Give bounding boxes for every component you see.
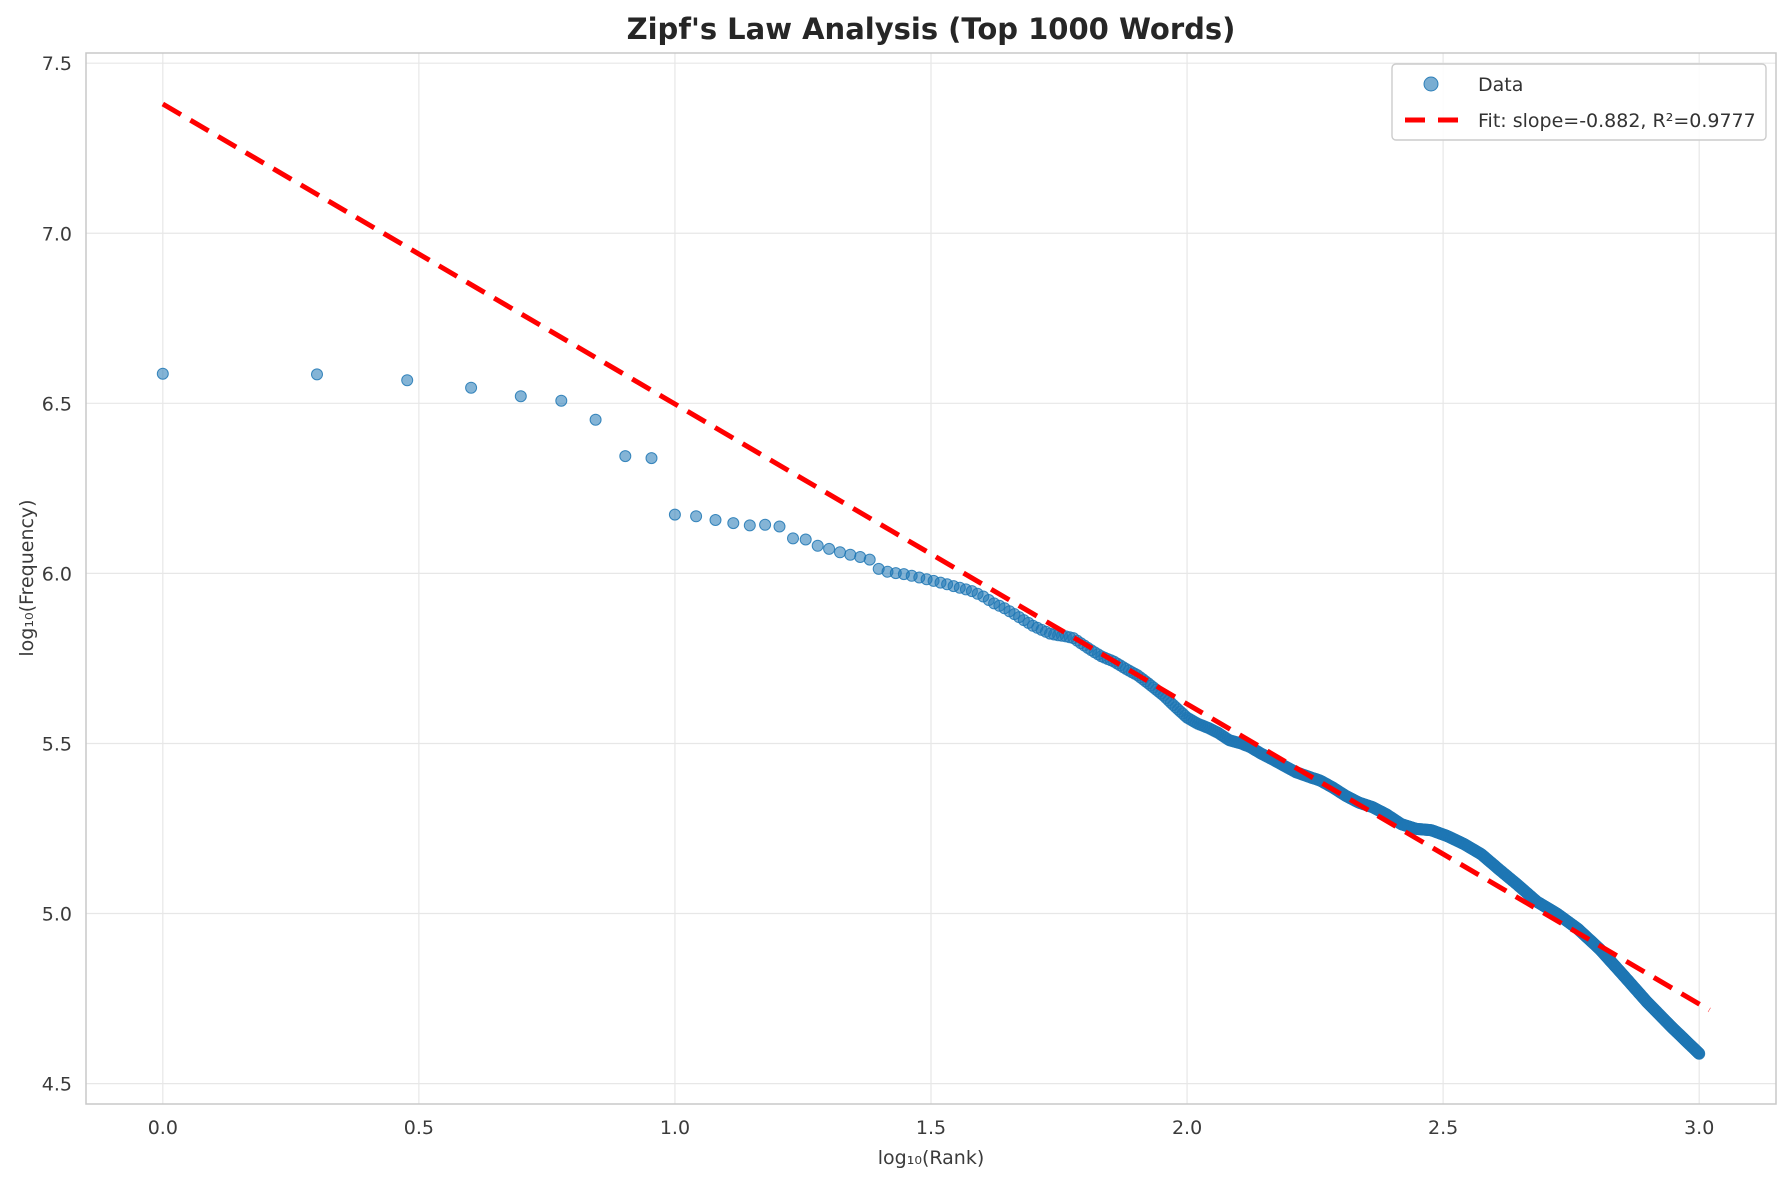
data-point [773,520,786,533]
gridlines [86,53,1776,1104]
data-point [311,368,323,381]
data-point [823,542,836,555]
y-tick-label: 5.0 [42,904,72,926]
y-tick-label: 6.5 [42,393,72,415]
x-tick-label: 0.0 [148,1117,178,1139]
x-tick-label: 0.5 [404,1117,434,1139]
legend-label-fit: Fit: slope=-0.882, R²=0.9777 [1478,110,1756,132]
legend-data-marker-icon [1423,76,1439,92]
legend-label-data: Data [1478,74,1523,96]
data-point [743,519,756,532]
data-point [834,546,846,559]
x-tick-label: 1.0 [660,1117,690,1139]
fit-line-layer [161,101,1711,1013]
y-tick-label: 7.5 [42,53,72,75]
y-tick-label: 6.0 [42,563,72,585]
x-axis-label: log₁₀(Rank) [878,1147,985,1169]
x-tick-label: 1.5 [916,1117,946,1139]
legend-box [1391,63,1767,141]
scatter-series [156,367,1706,1060]
data-point [555,394,568,407]
data-point [668,508,681,521]
data-point [514,390,527,403]
y-tick-label: 4.5 [42,1074,72,1096]
x-tick-label: 2.0 [1172,1117,1202,1139]
data-point [589,413,602,426]
x-tick-label: 3.0 [1684,1117,1714,1139]
tick-labels: 0.0 0.5 1.0 1.5 2.0 2.5 3.0 4.5 5.0 5.5 6.0 6.5 7.0 7… [42,53,1715,1139]
y-axis-label: log₁₀(Frequency) [16,499,38,656]
data-point [645,452,658,465]
data-point [811,539,824,552]
data-point [759,518,772,531]
data-point [727,517,740,530]
data-point [401,374,414,387]
y-tick-label: 5.5 [42,733,72,755]
data-point [156,367,169,380]
data-point [1693,1047,1706,1060]
data-point [863,553,876,566]
fit-line [161,101,1711,1013]
chart-title: Zipf's Law Analysis (Top 1000 Words) [627,12,1236,46]
data-point [619,450,632,463]
y-tick-label: 7.0 [42,223,72,245]
legend: Data Fit: slope=-0.882, R²=0.9777 [1391,63,1767,141]
plot-border [85,52,1777,1105]
data-point [844,548,857,561]
data-point [690,510,703,523]
x-tick-label: 2.5 [1428,1117,1458,1139]
data-point [799,533,812,546]
data-point [787,532,799,545]
data-point [709,514,722,526]
data-point [465,381,478,394]
